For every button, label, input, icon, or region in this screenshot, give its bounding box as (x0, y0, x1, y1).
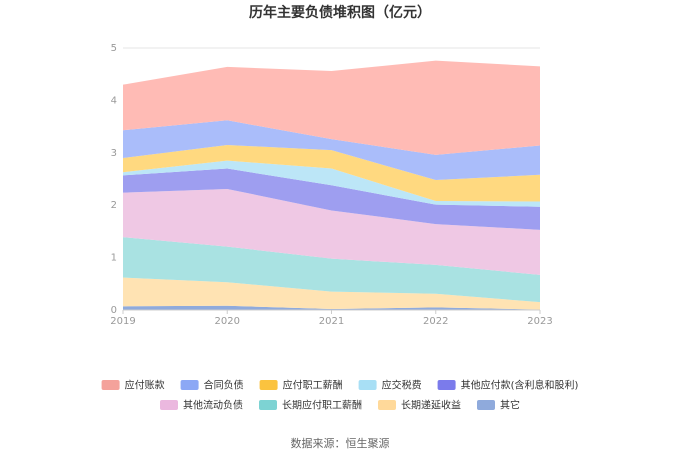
area-其他应付款(含利息和股利) (123, 168, 540, 230)
legend-swatch (180, 380, 199, 390)
legend-label: 其他应付款(含利息和股利) (461, 379, 579, 392)
x-tick-label: 2019 (110, 316, 135, 327)
y-tick-label: 4 (111, 95, 117, 106)
legend-label: 其它 (500, 399, 520, 412)
y-tick-label: 0 (111, 305, 117, 316)
legend-swatch (259, 400, 277, 410)
chart-title: 历年主要负债堆积图（亿元） (249, 4, 431, 21)
y-tick-label: 2 (111, 200, 117, 211)
legend-label: 合同负债 (204, 379, 244, 392)
x-tick-label: 2022 (423, 316, 448, 327)
legend-label: 长期应付职工薪酬 (282, 399, 362, 412)
data-source-note: 数据来源：恒生聚源 (291, 436, 390, 450)
y-tick-label: 1 (111, 253, 117, 264)
legend-label: 应付账款 (125, 379, 165, 392)
area-应付账款 (123, 60, 540, 155)
legend-label: 其他流动负债 (183, 399, 243, 412)
legend-swatch (477, 400, 495, 410)
area-其它 (123, 305, 540, 310)
axes: 0 1 2 3 4 5 2019 2020 2021 2022 2023 (110, 43, 552, 327)
legend-label: 长期递延收益 (401, 399, 461, 412)
x-tick-label: 2020 (215, 316, 240, 327)
area-应付职工薪酬 (123, 144, 540, 202)
x-tick-label: 2023 (527, 316, 552, 327)
area-长期递延收益 (123, 277, 540, 310)
legend: 应付账款 合同负债 应付职工薪酬 应交税费 其他应付款(含利息和股利) 其他流动负债 长期应… (101, 379, 579, 412)
area-其他流动负债 (123, 188, 540, 275)
area-series (123, 60, 540, 310)
area-长期应付职工薪酬 (123, 237, 540, 303)
legend-label: 应付职工薪酬 (283, 379, 343, 392)
legend-swatch (378, 400, 396, 410)
x-tick-label: 2021 (319, 316, 344, 327)
legend-label: 应交税费 (382, 379, 422, 392)
legend-swatch (101, 380, 120, 390)
area-应交税费 (123, 160, 540, 207)
area-合同负债 (123, 120, 540, 181)
legend-swatch (437, 380, 456, 390)
legend-swatch (160, 400, 178, 410)
y-tick-label: 3 (111, 148, 117, 159)
legend-swatch (259, 380, 278, 390)
y-tick-label: 5 (111, 43, 117, 54)
legend-swatch (358, 380, 377, 390)
